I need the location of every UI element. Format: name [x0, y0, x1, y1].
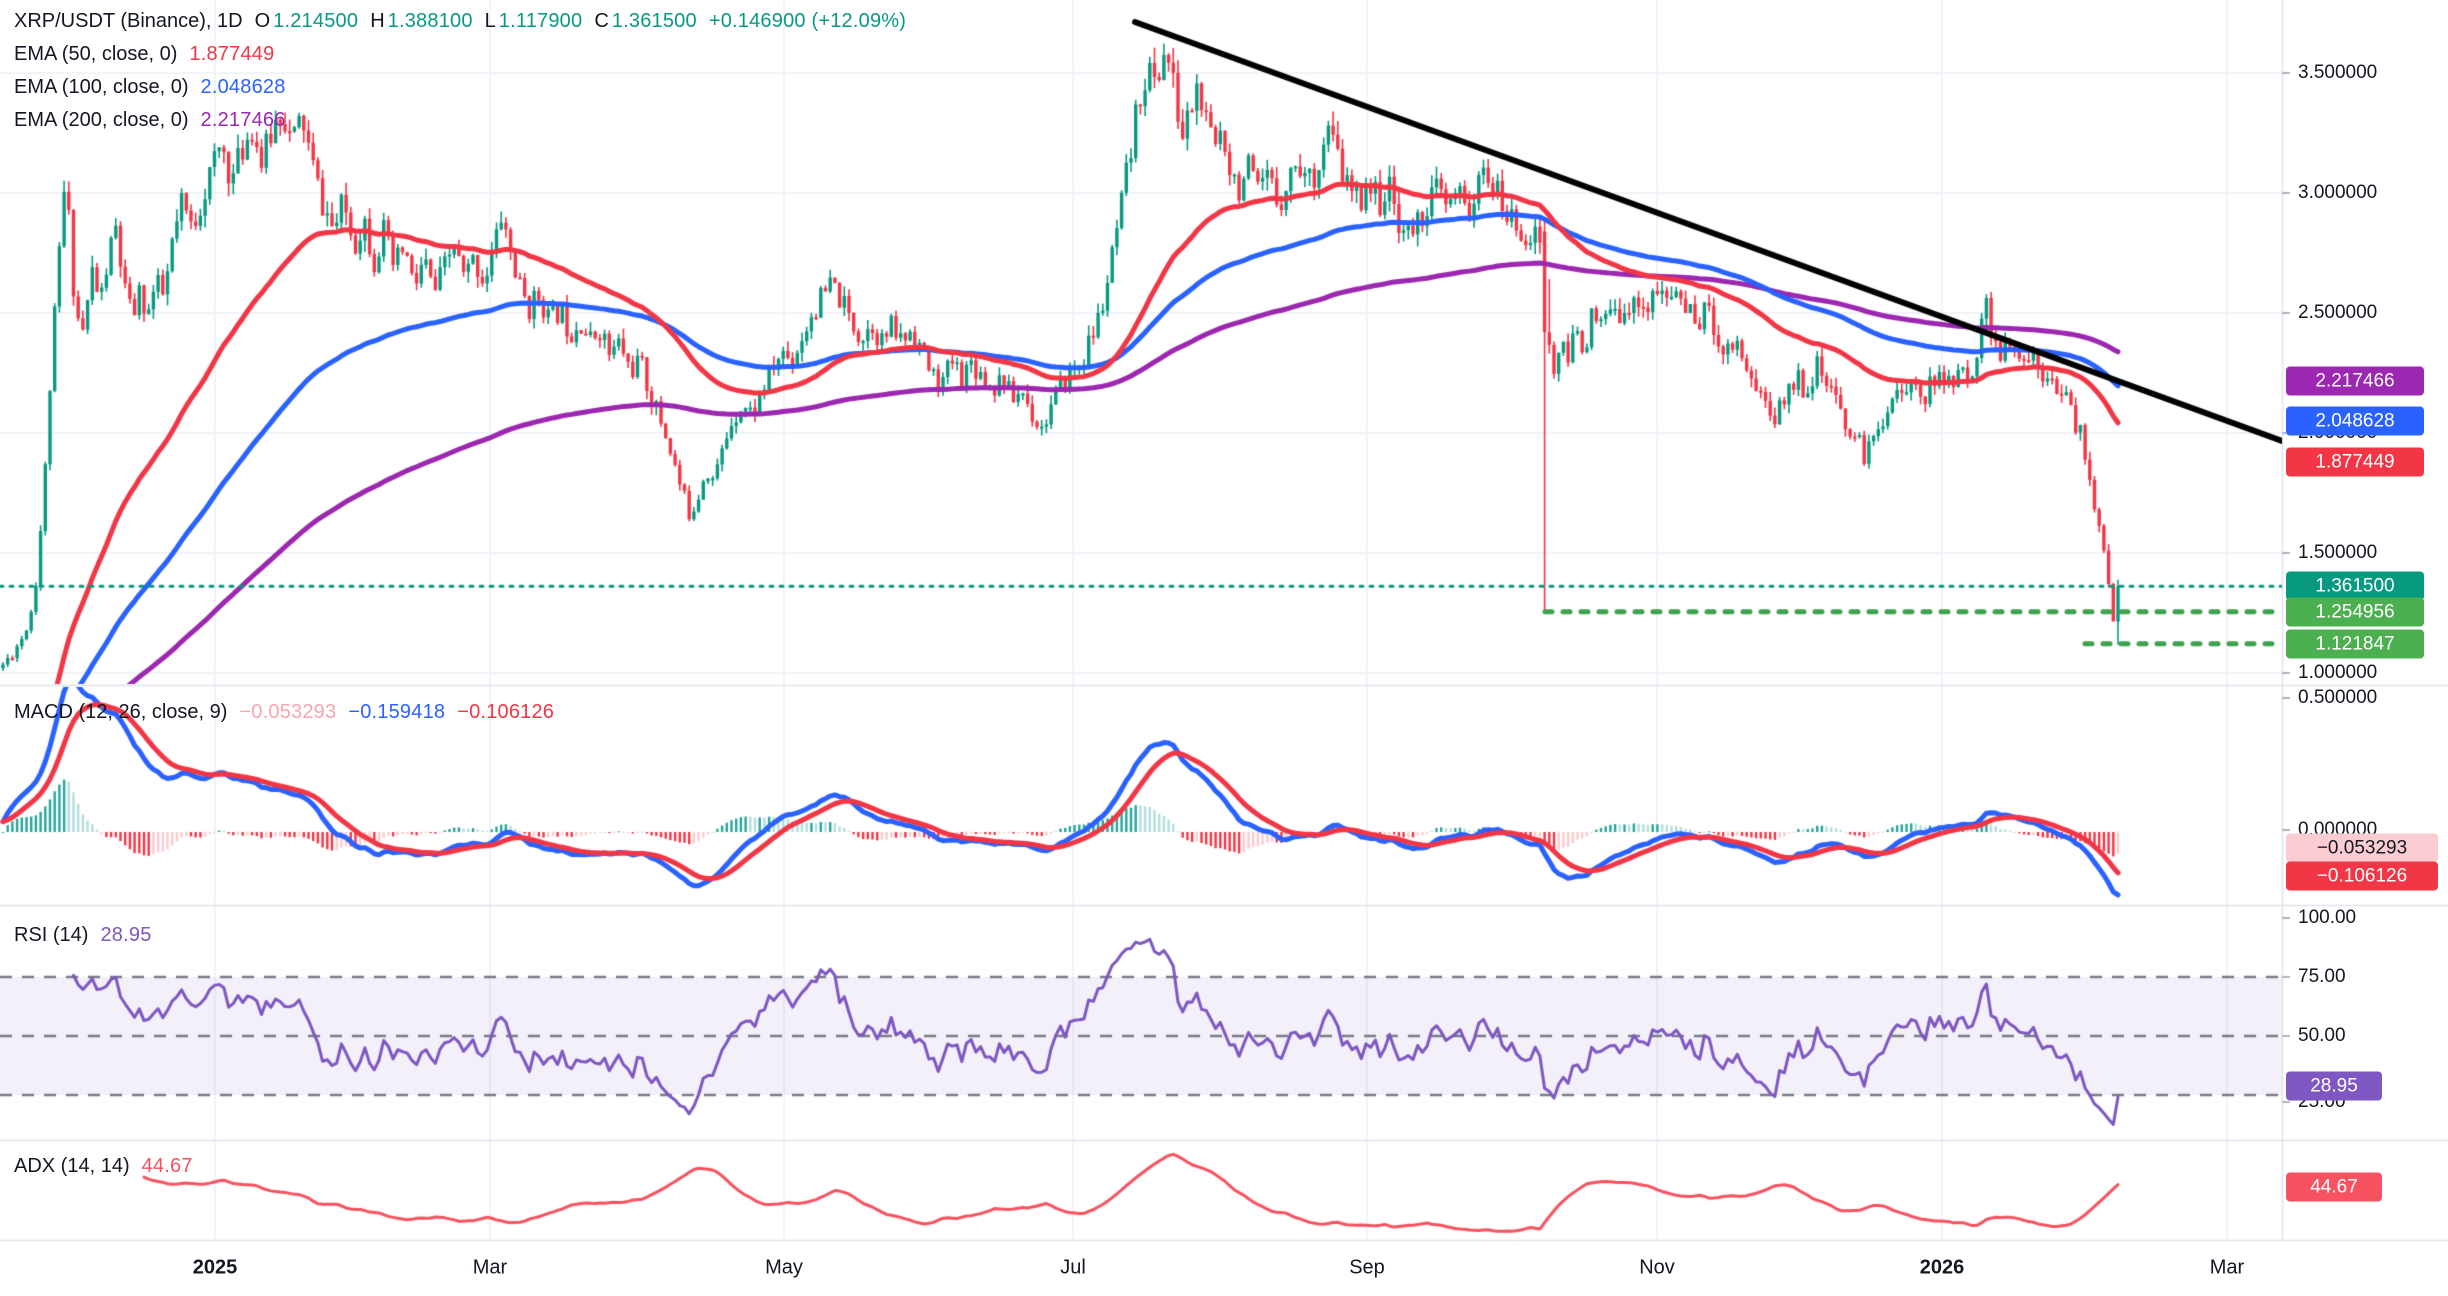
symbol-title: XRP/USDT (Binance), 1D [14, 10, 243, 32]
high-value: 1.388100 [387, 10, 473, 32]
open-value: 1.214500 [273, 10, 359, 32]
time-tick-mar: Mar [2209, 1256, 2245, 1279]
axis-label: 3.000000 [2298, 182, 2378, 203]
close-value: 1.361500 [611, 10, 697, 32]
badge-adx: 44.67 [2286, 1172, 2382, 1202]
low-label: L [484, 10, 496, 32]
axis-label: 3.500000 [2298, 62, 2378, 83]
open-label: O [254, 10, 271, 32]
symbol-legend-row[interactable]: XRP/USDT (Binance), 1D O 1.214500 H 1.38… [14, 8, 906, 34]
adx-legend-row[interactable]: ADX (14, 14) 44.67 [14, 1153, 193, 1179]
rsi-label: RSI (14) [14, 924, 89, 946]
badge-ema100: 2.048628 [2286, 406, 2424, 436]
high-label: H [370, 10, 385, 32]
ema100-legend-row[interactable]: EMA (100, close, 0) 2.048628 [14, 74, 286, 100]
badge-level-recent-low: 1.121847 [2286, 629, 2424, 659]
ema100-label: EMA (100, close, 0) [14, 76, 189, 98]
ema100-value: 2.048628 [200, 76, 286, 98]
badge-ema200: 2.217466 [2286, 366, 2424, 396]
badge-macd-signal: −0.106126 [2286, 861, 2438, 891]
time-tick-mar: Mar [472, 1256, 508, 1279]
badge-macd-histogram: −0.053293 [2286, 833, 2438, 863]
low-value: 1.117900 [498, 10, 583, 32]
ema200-label: EMA (200, close, 0) [14, 109, 189, 131]
adx-value: 44.67 [141, 1155, 193, 1177]
axis-label: 1.000000 [2298, 662, 2378, 683]
macd-histogram-value: −0.053293 [239, 701, 337, 723]
adx-label: ADX (14, 14) [14, 1155, 130, 1177]
axis-label: 75.00 [2298, 966, 2346, 987]
time-tick-2025: 2025 [192, 1256, 238, 1279]
badge-ema50: 1.877449 [2286, 447, 2424, 477]
ema50-legend-row[interactable]: EMA (50, close, 0) 1.877449 [14, 41, 274, 67]
ema200-value: 2.217466 [200, 109, 286, 131]
close-label: C [594, 10, 609, 32]
badge-last-price: 1.361500 [2286, 571, 2424, 601]
axis-label: 50.00 [2298, 1025, 2346, 1046]
time-tick-may: May [765, 1256, 803, 1279]
ema200-legend-row[interactable]: EMA (200, close, 0) 2.217466 [14, 107, 286, 133]
macd-legend-row[interactable]: MACD (12, 26, close, 9) −0.053293 −0.159… [14, 699, 554, 725]
macd-label: MACD (12, 26, close, 9) [14, 701, 228, 723]
axis-label: 0.500000 [2298, 687, 2378, 708]
badge-level-crash-low: 1.254956 [2286, 597, 2424, 627]
time-tick-jul: Jul [1060, 1256, 1086, 1279]
macd-signal-value: −0.106126 [457, 701, 555, 723]
badge-rsi: 28.95 [2286, 1071, 2382, 1101]
ema50-value: 1.877449 [189, 43, 275, 65]
macd-line-value: −0.159418 [348, 701, 446, 723]
time-tick-nov: Nov [1639, 1256, 1675, 1279]
time-tick-2026: 2026 [1919, 1256, 1965, 1279]
time-tick-sep: Sep [1349, 1256, 1385, 1279]
axis-label: 100.00 [2298, 907, 2357, 928]
axis-label: 2.500000 [2298, 302, 2378, 323]
rsi-value: 28.95 [100, 924, 152, 946]
change-value: +0.146900 (+12.09%) [708, 10, 907, 32]
ema50-label: EMA (50, close, 0) [14, 43, 178, 65]
rsi-legend-row[interactable]: RSI (14) 28.95 [14, 922, 152, 948]
axis-label: 1.500000 [2298, 542, 2378, 563]
